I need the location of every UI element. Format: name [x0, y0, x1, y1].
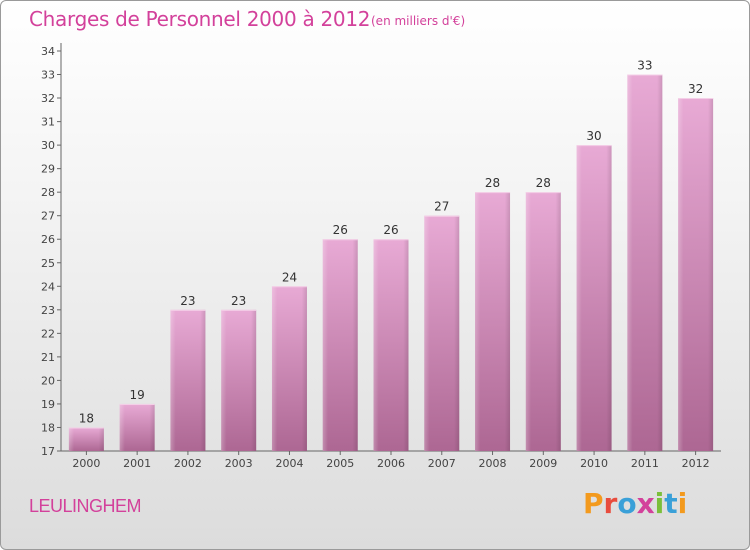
bar-shade [576, 145, 612, 451]
y-tick-label: 19 [41, 398, 55, 411]
x-tick-label: 2008 [479, 457, 507, 470]
bar-shade [170, 309, 206, 451]
brand-letter: t [664, 487, 678, 520]
y-tick-label: 32 [41, 92, 55, 105]
x-tick-label: 2000 [72, 457, 100, 470]
bar-shade [322, 239, 358, 451]
data-label: 28 [485, 176, 500, 190]
y-tick-label: 21 [41, 351, 55, 364]
data-label: 26 [333, 223, 348, 237]
brand-letter: P [583, 487, 604, 520]
x-tick-label: 2012 [682, 457, 710, 470]
y-tick-label: 24 [41, 280, 55, 293]
x-tick-label: 2010 [580, 457, 608, 470]
y-tick-label: 27 [41, 210, 55, 223]
brand-logo: Proxiti [583, 487, 687, 520]
bar-shade [475, 192, 511, 452]
data-label: 26 [383, 223, 398, 237]
x-tick-label: 2002 [174, 457, 202, 470]
data-label: 18 [79, 411, 94, 425]
bar-shade [678, 98, 714, 451]
chart-title: Charges de Personnel 2000 à 2012 [29, 7, 371, 31]
data-label: 28 [536, 176, 551, 190]
bar-shade [525, 192, 561, 452]
brand-letter: o [617, 487, 637, 520]
data-label: 19 [130, 388, 145, 402]
x-tick-label: 2003 [225, 457, 253, 470]
x-tick-label: 2001 [123, 457, 151, 470]
chart-labels: 18 19 23 23 24 26 26 27 28 28 30 33 32 [79, 59, 704, 426]
y-tick-label: 30 [41, 139, 55, 152]
commune-name: LEULINGHEM [29, 496, 142, 516]
brand-letter: i [677, 487, 688, 520]
y-tick-label: 26 [41, 233, 55, 246]
y-tick-label: 28 [41, 186, 55, 199]
data-label: 30 [586, 129, 601, 143]
x-tick-label: 2004 [275, 457, 303, 470]
x-tick-label: 2007 [428, 457, 456, 470]
y-tick-label: 22 [41, 327, 55, 340]
data-label: 23 [231, 294, 246, 308]
bar-shade [271, 286, 307, 451]
bar-shade [221, 309, 257, 451]
bar-shade [373, 239, 409, 451]
data-label: 33 [637, 59, 652, 73]
chart-axes: 17 18 19 20 21 22 23 24 25 26 27 28 29 30 31 32 33 34 2000… [41, 43, 721, 470]
y-tick-label: 23 [41, 304, 55, 317]
bar-shade [627, 74, 663, 451]
y-tick-label: 34 [41, 45, 55, 58]
x-tick-label: 2006 [377, 457, 405, 470]
chart-subtitle: (en milliers d'€) [371, 14, 466, 28]
data-label: 32 [688, 82, 703, 96]
brand-letter: i [654, 487, 665, 520]
y-tick-label: 29 [41, 163, 55, 176]
data-label: 24 [282, 270, 297, 284]
bar-shade [119, 403, 155, 451]
y-tick-label: 18 [41, 421, 55, 434]
x-tick-label: 2005 [326, 457, 354, 470]
y-tick-label: 20 [41, 374, 55, 387]
data-label: 27 [434, 200, 449, 214]
x-tick-label: 2009 [529, 457, 557, 470]
brand-letter: r [603, 487, 618, 520]
data-label: 23 [180, 294, 195, 308]
x-tick-label: 2011 [631, 457, 659, 470]
y-tick-label: 33 [41, 69, 55, 82]
bar-shade [68, 427, 104, 451]
bar-shade [424, 215, 460, 451]
brand-letter: x [636, 487, 655, 520]
y-tick-label: 25 [41, 257, 55, 270]
chart-bars [68, 74, 714, 452]
y-tick-label: 17 [41, 445, 55, 458]
y-tick-label: 31 [41, 116, 55, 129]
